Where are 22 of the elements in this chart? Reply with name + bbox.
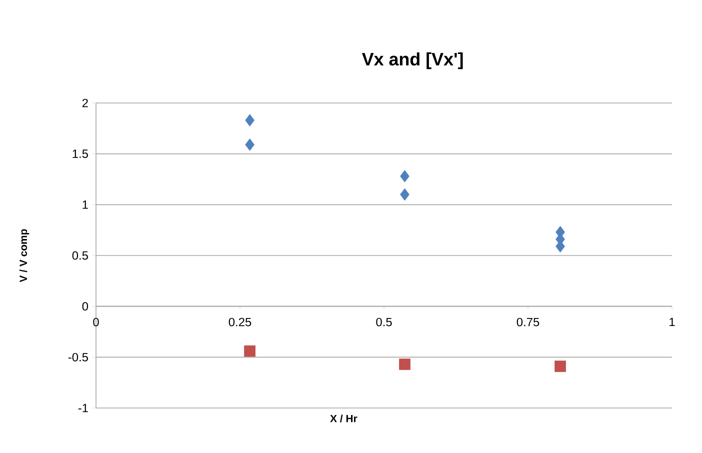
y-tick-label: 1 — [82, 200, 88, 209]
point — [245, 114, 254, 126]
x-tick-label: 0.25 — [228, 318, 252, 326]
y-tick-label: 1.5 — [72, 150, 88, 158]
x-axis-title: X / Hr — [330, 414, 358, 422]
chart-title: Vx and [Vx'] — [362, 52, 463, 70]
point — [244, 345, 256, 357]
y-tick-label: -1 — [78, 404, 88, 412]
y-tick-label: -0.5 — [68, 352, 88, 362]
point — [554, 360, 566, 372]
x-tick-label: 0 — [93, 318, 99, 326]
point — [399, 358, 410, 370]
y-axis-title: V / V comp — [19, 229, 30, 282]
point — [245, 138, 254, 151]
x-tick-label: 1 — [670, 318, 675, 326]
x-tick-label: 0.75 — [516, 318, 540, 326]
y-tick-label: 0 — [82, 302, 88, 311]
y-tick-label: 2 — [82, 98, 88, 108]
y-tick-label: 0.5 — [72, 251, 88, 260]
point — [400, 188, 410, 201]
x-tick-label: 0.5 — [376, 318, 392, 326]
point — [400, 170, 410, 182]
